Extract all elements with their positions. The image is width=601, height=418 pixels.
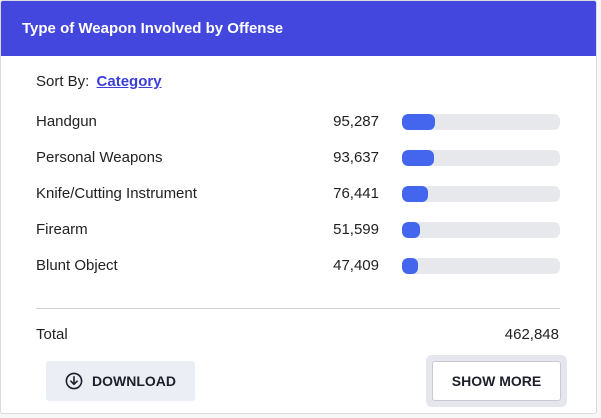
list-item: Handgun 95,287 (36, 112, 560, 132)
total-value: 462,848 (504, 326, 559, 343)
download-button[interactable]: DOWNLOAD (46, 361, 195, 401)
download-label: DOWNLOAD (92, 373, 176, 389)
row-label: Firearm (36, 221, 88, 238)
row-bar-fill (402, 114, 435, 130)
list-item: Blunt Object 47,409 (36, 256, 560, 276)
row-label: Knife/Cutting Instrument (36, 185, 197, 202)
row-label: Blunt Object (36, 257, 118, 274)
list-item: Knife/Cutting Instrument 76,441 (36, 184, 560, 204)
row-bar-track (402, 222, 560, 238)
row-label: Personal Weapons (36, 149, 163, 166)
divider (36, 308, 560, 309)
download-circle-icon (65, 372, 83, 390)
row-count: 95,287 (333, 113, 379, 130)
show-more-focus-ring: SHOW MORE (426, 355, 567, 407)
row-bar-fill (402, 258, 419, 274)
row-count: 47,409 (333, 257, 379, 274)
row-count: 76,441 (333, 185, 379, 202)
row-bar-track (402, 258, 560, 274)
row-bar-fill (402, 150, 434, 166)
row-bar-track (402, 114, 560, 130)
total-label: Total (36, 326, 68, 343)
card-title: Type of Weapon Involved by Offense (1, 1, 596, 56)
list-item: Personal Weapons 93,637 (36, 148, 560, 168)
row-count: 51,599 (333, 221, 379, 238)
row-label: Handgun (36, 113, 97, 130)
show-more-button[interactable]: SHOW MORE (432, 361, 561, 401)
sort-category-link[interactable]: Category (96, 73, 162, 90)
row-bar-track (402, 150, 560, 166)
row-bar-fill (402, 222, 420, 238)
sort-label: Sort By: (36, 73, 90, 90)
sort-control: Sort By: Category (36, 73, 162, 90)
row-count: 93,637 (333, 149, 379, 166)
row-bar-fill (402, 186, 429, 202)
row-bar-track (402, 186, 560, 202)
list-item: Firearm 51,599 (36, 220, 560, 240)
